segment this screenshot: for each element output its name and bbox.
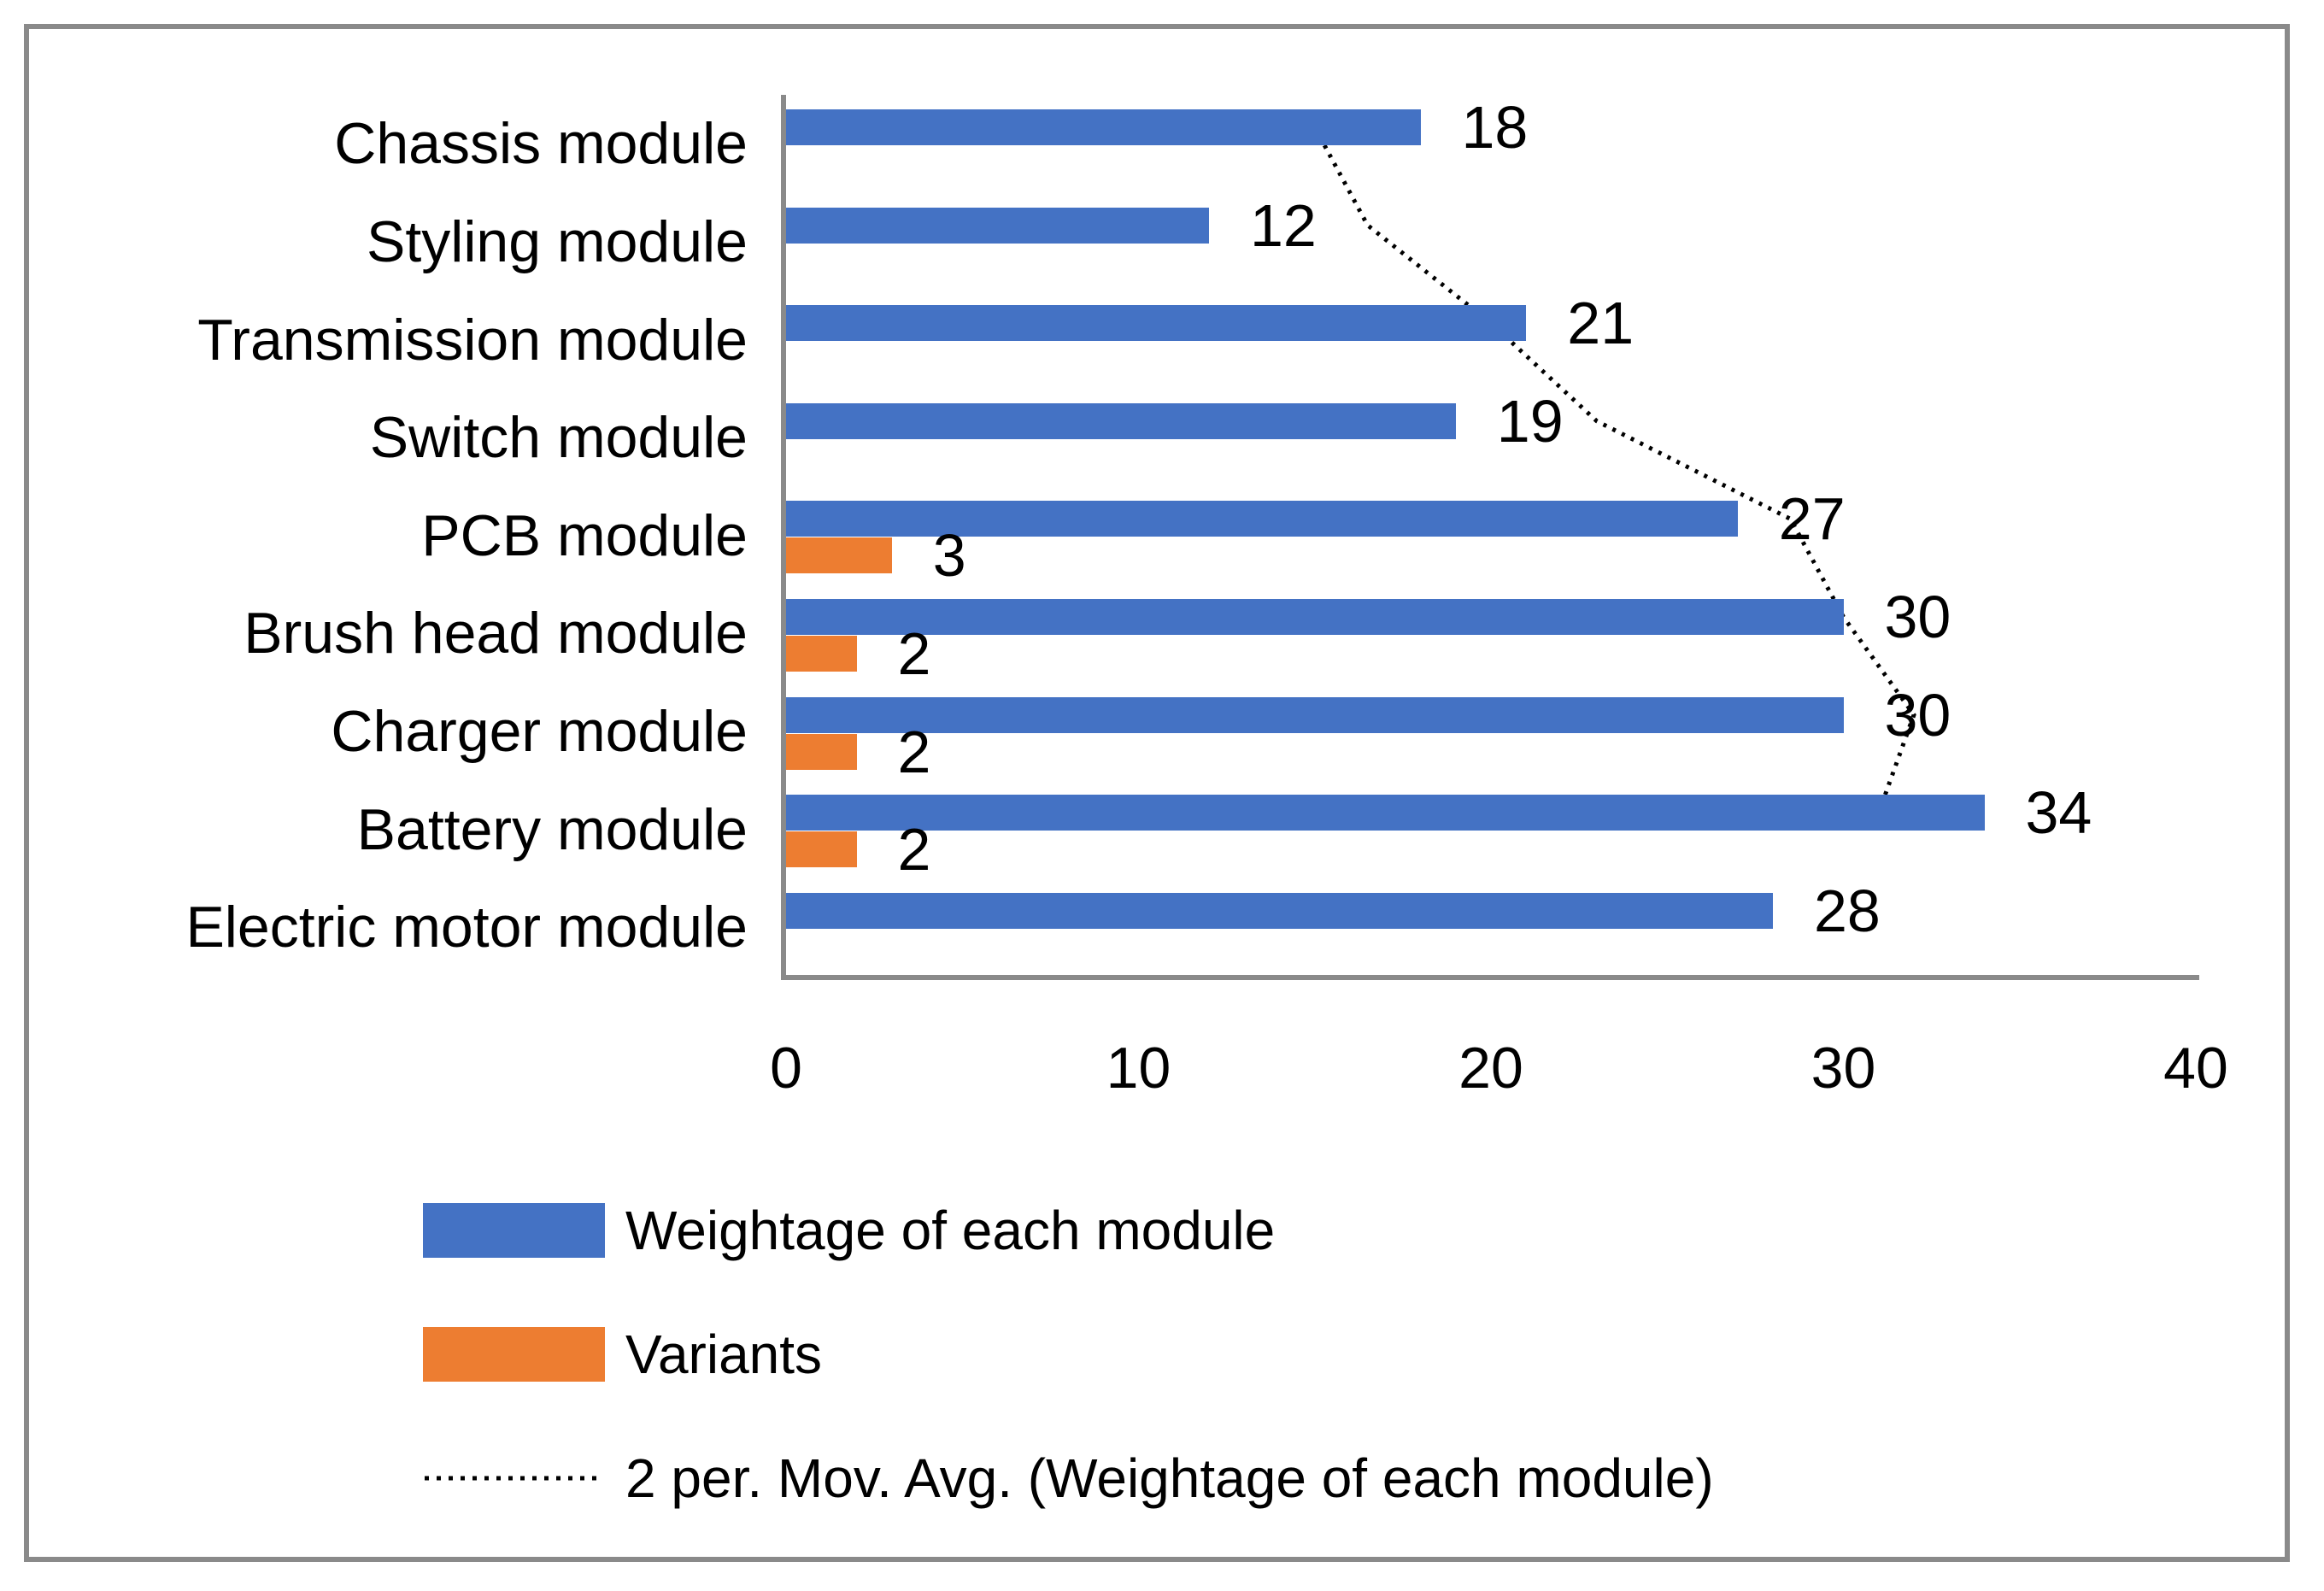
weightage-bar (786, 696, 1844, 733)
variants-value-label: 2 (897, 718, 931, 785)
x-tick-label: 10 (1106, 1036, 1171, 1101)
weightage-bar (786, 109, 1421, 145)
x-tick-label: 30 (1810, 1036, 1876, 1101)
x-axis-line (781, 975, 2199, 980)
category-label: PCB module (421, 502, 748, 568)
weightage-bar (786, 305, 1527, 342)
weightage-value-label: 21 (1567, 290, 1634, 357)
legend-swatch-variants (423, 1327, 605, 1382)
weightage-bar (786, 207, 1209, 244)
variants-value-label: 2 (897, 620, 931, 687)
legend-label-weightage: Weightage of each module (625, 1200, 1276, 1261)
legend-item-variants: Variants (423, 1324, 823, 1385)
chart-border (24, 24, 2290, 1562)
variants-bar (786, 733, 857, 770)
legend-item-moving-average: 2 per. Mov. Avg. (Weightage of each modu… (423, 1447, 1714, 1509)
weightage-bar (786, 501, 1738, 537)
weightage-value-label: 18 (1461, 94, 1529, 161)
variants-value-label: 3 (932, 522, 966, 590)
weightage-bar (786, 892, 1773, 929)
legend-swatch-weightage (423, 1203, 605, 1258)
legend-item-weightage: Weightage of each module (423, 1200, 1276, 1261)
x-tick-label: 0 (770, 1036, 802, 1101)
weightage-value-label: 34 (2025, 779, 2092, 847)
category-label: Switch module (369, 405, 748, 471)
weightage-value-label: 30 (1884, 584, 1951, 650)
weightage-bar (786, 402, 1456, 439)
legend-label-moving-average: 2 per. Mov. Avg. (Weightage of each modu… (625, 1447, 1714, 1509)
weightage-value-label: 28 (1814, 877, 1881, 944)
variants-bar (786, 831, 857, 868)
variants-bar (786, 636, 857, 672)
weightage-value-label: 27 (1778, 485, 1846, 553)
weightage-value-label: 30 (1884, 681, 1951, 749)
weightage-value-label: 12 (1250, 191, 1317, 259)
category-label: Chassis module (334, 111, 748, 177)
legend-label-variants: Variants (625, 1324, 823, 1385)
variants-bar (786, 537, 892, 574)
category-label: Brush head module (244, 601, 748, 666)
x-tick-label: 40 (2163, 1036, 2228, 1101)
category-label: Styling module (366, 208, 748, 274)
y-axis-line (781, 95, 786, 980)
weightage-bar (786, 795, 1985, 831)
legend-dotted-line-icon (425, 1476, 603, 1481)
weightage-bar (786, 599, 1844, 635)
category-label: Charger module (331, 698, 748, 764)
category-label: Electric motor module (185, 895, 748, 960)
weightage-value-label: 19 (1496, 387, 1564, 455)
category-label: Battery module (356, 796, 748, 862)
category-label: Transmission module (197, 307, 748, 373)
x-tick-label: 20 (1458, 1036, 1523, 1101)
variants-value-label: 2 (897, 816, 931, 884)
